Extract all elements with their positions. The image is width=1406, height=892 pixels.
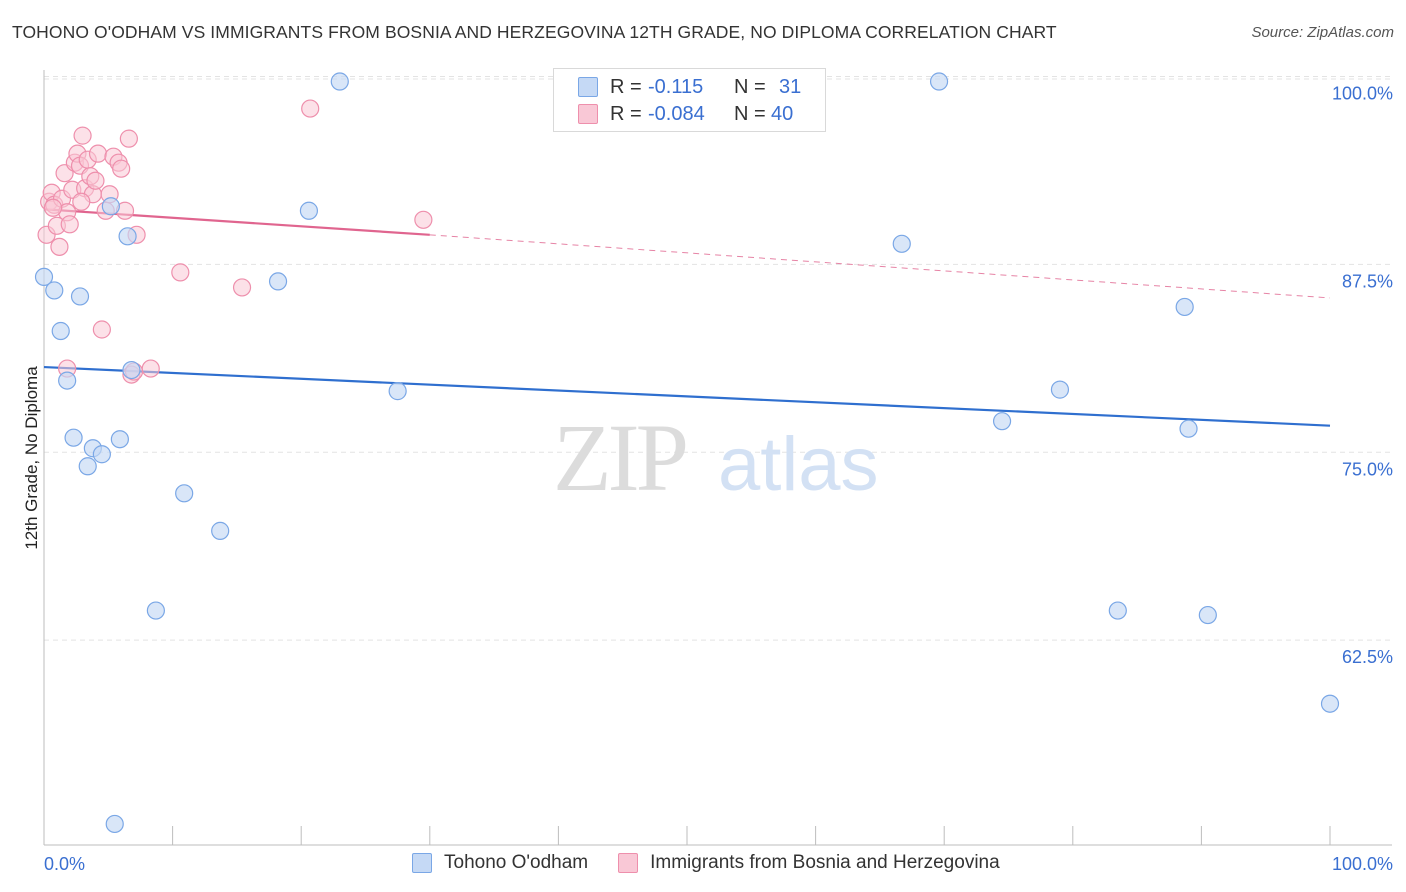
bottom-legend-swatch-tohono: [412, 853, 432, 873]
chart-title: TOHONO O'ODHAM VS IMMIGRANTS FROM BOSNIA…: [12, 22, 1057, 42]
data-point-tohono: [146, 601, 165, 620]
legend-r-label: R =: [610, 75, 642, 98]
source-label: Source: ZipAtlas.com: [1251, 24, 1394, 41]
data-point-tohono: [1108, 601, 1127, 620]
data-point-bosnia: [92, 320, 111, 339]
bottom-legend-swatch-bosnia: [618, 853, 639, 873]
data-point-bosnia: [141, 359, 160, 378]
legend-swatch-bosnia: [578, 104, 598, 124]
watermark-zip: ZIP: [553, 404, 686, 511]
data-point-tohono: [105, 814, 124, 834]
data-point-bosnia: [232, 278, 252, 297]
data-point-tohono: [929, 72, 949, 91]
data-point-tohono: [58, 371, 77, 390]
data-point-bosnia: [171, 263, 190, 282]
y-tick-label: 87.5%: [1342, 271, 1393, 291]
data-point-tohono: [51, 321, 70, 341]
legend-row-tohono: R = -0.115 N = 31: [578, 75, 801, 99]
data-point-bosnia: [50, 237, 69, 256]
data-point-tohono: [330, 72, 349, 91]
data-point-tohono: [92, 445, 111, 464]
legend-row-bosnia: R = -0.084 N = 40: [578, 102, 793, 126]
x-tick-label: 0.0%: [44, 854, 85, 874]
data-point-tohono: [1179, 419, 1198, 438]
data-point-tohono: [78, 457, 97, 476]
data-point-bosnia: [60, 215, 79, 234]
legend-r-value: -0.084: [648, 102, 705, 125]
data-point-tohono: [892, 234, 911, 253]
data-point-tohono: [110, 430, 129, 449]
data-point-tohono: [64, 428, 83, 447]
data-point-tohono: [992, 412, 1012, 431]
data-point-tohono: [34, 267, 54, 286]
data-point-bosnia: [112, 159, 131, 178]
data-point-bosnia: [73, 126, 92, 145]
data-point-tohono: [45, 281, 64, 300]
data-point-bosnia: [43, 198, 63, 217]
series-tohono-points: [34, 72, 1340, 834]
legend-r-value: -0.115: [648, 75, 704, 98]
y-axis-title: 12th Grade, No Diploma: [22, 366, 41, 550]
gridlines: [44, 76, 1392, 641]
data-point-bosnia: [86, 171, 105, 190]
series-bosnia-points: [37, 99, 433, 384]
bottom-legend-label-bosnia: Immigrants from Bosnia and Herzegovina: [650, 852, 1000, 873]
data-point-bosnia: [88, 144, 108, 163]
trend-line-tohono: [43, 365, 1331, 427]
bottom-legend-label-tohono: Tohono O'odham: [444, 852, 589, 873]
data-point-tohono: [299, 201, 319, 220]
legend-swatch-tohono: [578, 77, 598, 97]
bottom-legend-item-tohono: Tohono O'odham: [412, 852, 588, 874]
y-tick-label: 100.0%: [1332, 84, 1393, 104]
bottom-legend-item-bosnia: Immigrants from Bosnia and Herzegovina: [618, 852, 1000, 874]
legend-n-label: N =: [734, 102, 766, 125]
data-point-bosnia: [119, 129, 138, 148]
data-point-tohono: [175, 484, 194, 503]
data-point-tohono: [1320, 694, 1340, 713]
trend-lines: [43, 208, 1331, 427]
legend-r-label: R =: [610, 102, 642, 125]
trend-line-bosnia-extension: [429, 234, 1331, 299]
legend: R = -0.115 N = 31 R = -0.084 N = 40: [553, 68, 826, 132]
data-point-tohono: [101, 197, 120, 216]
legend-n-value: 31: [779, 75, 802, 98]
data-point-tohono: [268, 272, 288, 291]
data-point-tohono: [118, 227, 137, 246]
watermark-atlas: atlas: [718, 422, 879, 507]
tick-labels: 62.5% 75.0% 87.5% 100.0% 0.0% 100.0%: [44, 84, 1393, 874]
data-point-tohono: [1198, 605, 1217, 625]
y-tick-label: 75.0%: [1342, 459, 1393, 479]
watermark: ZIP atlas: [553, 404, 879, 511]
legend-n-value: 40: [771, 102, 794, 125]
data-point-tohono: [70, 287, 90, 306]
data-point-tohono: [211, 521, 230, 540]
data-point-bosnia: [72, 192, 91, 211]
bottom-legend: Tohono O'odham Immigrants from Bosnia an…: [412, 852, 1030, 874]
data-point-bosnia: [301, 99, 320, 118]
data-point-tohono: [388, 382, 407, 401]
legend-n-label: N =: [734, 75, 766, 98]
data-point-tohono: [1050, 380, 1070, 399]
x-tick-label: 100.0%: [1332, 854, 1393, 874]
data-point-tohono: [122, 360, 141, 380]
data-point-tohono: [1175, 297, 1194, 317]
data-point-bosnia: [414, 210, 433, 229]
y-tick-label: 62.5%: [1342, 647, 1393, 667]
